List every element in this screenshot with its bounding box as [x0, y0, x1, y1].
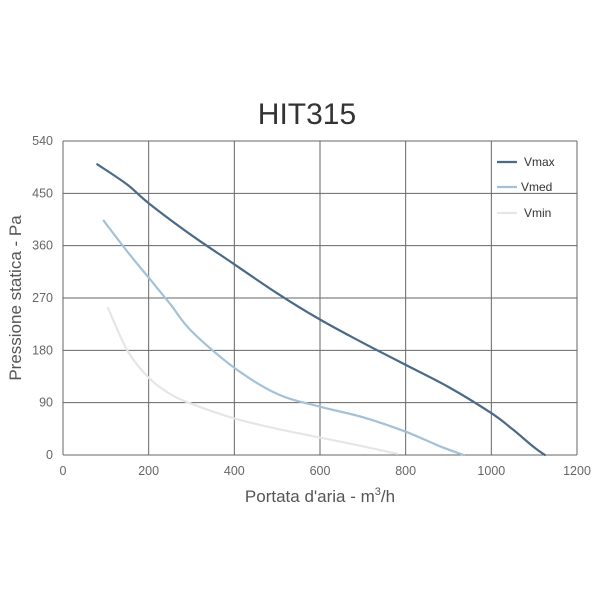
x-tick-label: 1200	[563, 464, 591, 478]
x-tick-label: 600	[310, 464, 331, 478]
x-axis-title: Portata d'aria - m3/h	[245, 486, 395, 506]
y-tick-label: 90	[39, 396, 53, 410]
grid	[62, 140, 578, 456]
y-tick-label: 180	[32, 343, 53, 357]
x-axis-title-superscript: 3	[375, 486, 381, 498]
y-tick-label: 270	[32, 291, 53, 305]
legend-label-vmin: Vmin	[524, 206, 551, 220]
legend-label-vmed: Vmed	[521, 180, 552, 194]
x-tick-label: 0	[60, 464, 67, 478]
y-tick-label: 0	[46, 448, 53, 462]
series-lines	[96, 163, 546, 457]
y-axis-title: Pressione statica - Pa	[6, 215, 25, 381]
x-tick-label: 800	[395, 464, 416, 478]
x-axis-title-main: Portata d'aria - m	[245, 487, 375, 506]
y-tick-label: 360	[32, 239, 53, 253]
x-tick-label: 400	[224, 464, 245, 478]
x-tick-label: 1000	[477, 464, 505, 478]
y-tick-label: 450	[32, 186, 53, 200]
series-line-vmax	[96, 163, 546, 457]
series-line-vmed	[102, 219, 465, 457]
chart-title: HIT315	[258, 98, 356, 131]
series-line-vmin	[106, 306, 399, 455]
legend: Vmax Vmed Vmin	[497, 155, 555, 220]
x-tick-label: 200	[138, 464, 159, 478]
x-tick-labels: 0 200 400 600 800 1000 1200	[60, 464, 591, 478]
legend-label-vmax: Vmax	[524, 155, 555, 169]
x-axis-title-suffix: /h	[381, 487, 395, 506]
y-tick-label: 540	[32, 134, 53, 148]
y-tick-labels: 0 90 180 270 360 450 540	[32, 134, 53, 462]
